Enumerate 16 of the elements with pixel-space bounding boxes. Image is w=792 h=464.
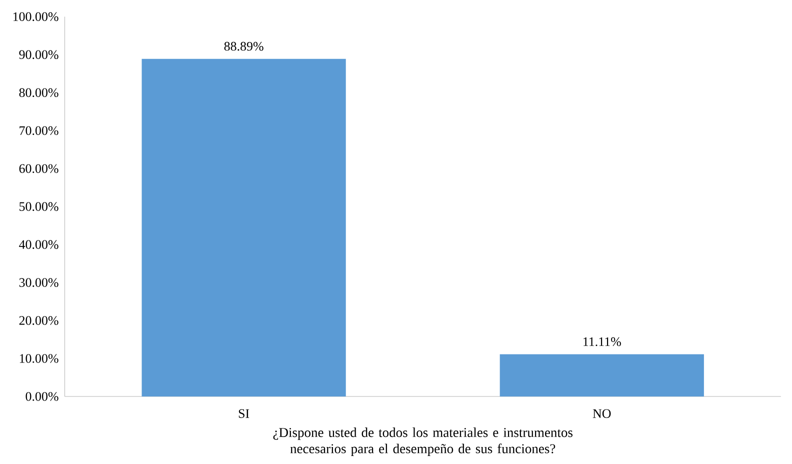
data-label: 11.11% bbox=[584, 337, 621, 346]
y-tick-label: 60.00% bbox=[19, 164, 58, 174]
x-axis-title: ¿Dispone usted de todos los materiales e instrumentos necesarios para el desempeño de sus funciones? bbox=[273, 428, 572, 456]
y-tick-label: 80.00% bbox=[19, 88, 58, 98]
y-tick-label: 70.00% bbox=[20, 126, 58, 136]
y-tick-label: 100.00% bbox=[13, 12, 58, 22]
y-tick-label: 10.00% bbox=[20, 354, 58, 363]
y-tick-label: 40.00% bbox=[19, 240, 58, 249]
y-tick-label: 20.00% bbox=[19, 316, 58, 325]
y-tick-label: 30.00% bbox=[19, 278, 58, 287]
x-tick-label: SI bbox=[238, 409, 250, 418]
x-tick-label: NO bbox=[592, 409, 611, 418]
data-label: 88.89% bbox=[224, 42, 264, 51]
y-tick-label: 90.00% bbox=[19, 50, 58, 60]
y-tick-label: 50.00% bbox=[20, 202, 58, 212]
y-tick-label: 0.00% bbox=[26, 392, 58, 401]
